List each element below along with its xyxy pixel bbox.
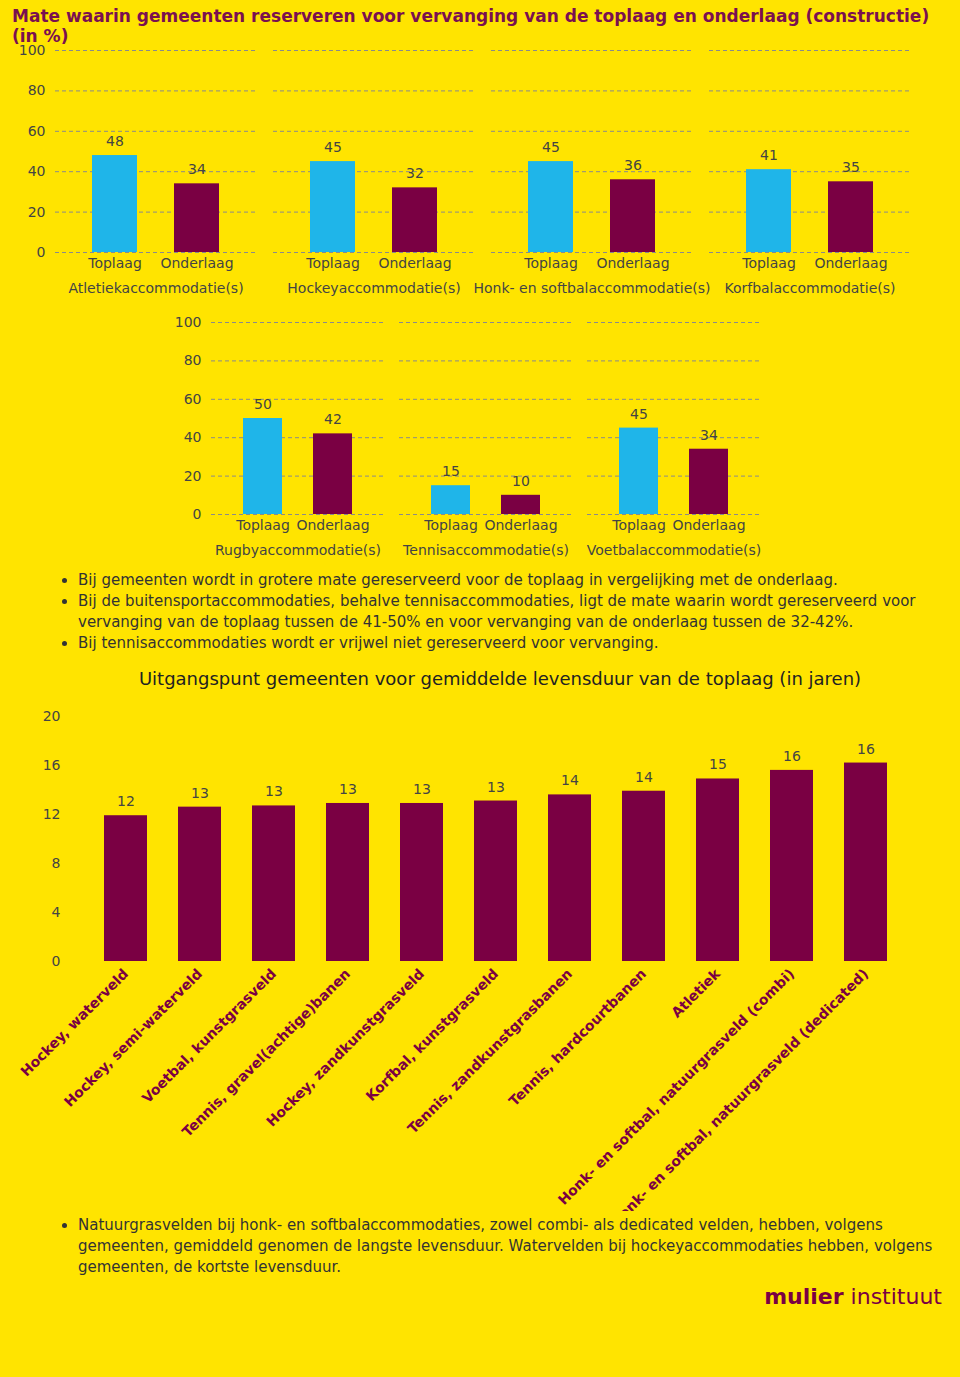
svg-text:Tennisaccommodatie(s): Tennisaccommodatie(s)	[402, 542, 569, 558]
svg-text:80: 80	[184, 352, 202, 368]
svg-text:Toplaag: Toplaag	[611, 517, 666, 533]
svg-text:41: 41	[760, 147, 778, 163]
svg-text:Atletiekaccommodatie(s): Atletiekaccommodatie(s)	[68, 280, 243, 296]
svg-text:Onderlaag: Onderlaag	[672, 517, 745, 533]
svg-text:13: 13	[487, 779, 505, 795]
svg-text:16: 16	[783, 748, 801, 764]
svg-text:13: 13	[413, 781, 431, 797]
html-text:Bij tennisaccommodaties wordt: Bij tennisaccommodaties wordt er vrijwel…	[78, 634, 659, 652]
svg-text:Onderlaag: Onderlaag	[296, 517, 369, 533]
svg-text:Voetbalaccommodatie(s): Voetbalaccommodatie(s)	[587, 542, 762, 558]
html-text:Bij gemeenten wordt in grotere: Bij gemeenten wordt in grotere mate gere…	[78, 571, 838, 589]
svg-text:Toplaag: Toplaag	[235, 517, 290, 533]
svg-text:0: 0	[37, 244, 46, 260]
svg-text:16: 16	[857, 741, 875, 757]
svg-text:Hockeyaccommodatie(s): Hockeyaccommodatie(s)	[287, 280, 460, 296]
svg-text:13: 13	[191, 785, 209, 801]
svg-text:15: 15	[709, 756, 727, 772]
svg-text:20: 20	[28, 204, 46, 220]
svg-text:48: 48	[106, 133, 124, 149]
svg-text:10: 10	[512, 473, 530, 489]
svg-text:Rugbyaccommodatie(s): Rugbyaccommodatie(s)	[215, 542, 381, 558]
svg-text:12: 12	[43, 806, 61, 822]
svg-text:Tennis, gravel(achtige)banen: Tennis, gravel(achtige)banen	[179, 965, 353, 1139]
svg-text:60: 60	[28, 123, 46, 139]
svg-text:Tennis, hardcourtbanen: Tennis, hardcourtbanen	[506, 965, 650, 1109]
svg-text:Onderlaag: Onderlaag	[484, 517, 557, 533]
svg-text:13: 13	[339, 781, 357, 797]
svg-text:20: 20	[184, 468, 202, 484]
svg-text:35: 35	[842, 159, 860, 175]
svg-text:Korfbalaccommodatie(s): Korfbalaccommodatie(s)	[724, 280, 895, 296]
svg-text:Toplaag: Toplaag	[87, 255, 142, 271]
svg-text:8: 8	[52, 855, 61, 871]
svg-text:Korfbal, kunstgrasveld: Korfbal, kunstgrasveld	[363, 965, 502, 1104]
svg-text:4: 4	[52, 904, 61, 920]
svg-text:40: 40	[184, 429, 202, 445]
svg-text:Onderlaag: Onderlaag	[378, 255, 451, 271]
svg-text:Hockey, zandkunstgrasveld: Hockey, zandkunstgrasveld	[263, 965, 427, 1129]
svg-text:0: 0	[193, 506, 202, 522]
svg-text:20: 20	[43, 708, 61, 724]
svg-text:45: 45	[542, 139, 560, 155]
svg-text:100: 100	[175, 314, 202, 330]
svg-text:Hockey, waterveld: Hockey, waterveld	[17, 965, 132, 1080]
svg-text:42: 42	[324, 411, 342, 427]
svg-text:Honk- en softbal, natuurgrasve: Honk- en softbal, natuurgrasveld (combi)	[554, 965, 798, 1208]
svg-text:45: 45	[630, 406, 648, 422]
svg-text:13: 13	[265, 783, 283, 799]
svg-text:Onderlaag: Onderlaag	[596, 255, 669, 271]
html-text:Natuurgrasvelden bij honk- en: Natuurgrasvelden bij honk- en softbalacc…	[78, 1216, 933, 1276]
svg-text:36: 36	[624, 157, 642, 173]
svg-text:34: 34	[188, 161, 206, 177]
html-text:Uitgangspunt gemeenten voor ge: Uitgangspunt gemeenten voor gemiddelde l…	[138, 668, 862, 689]
svg-text:16: 16	[43, 757, 61, 773]
svg-text:Voetbal, kunstgrasveld: Voetbal, kunstgrasveld	[139, 965, 280, 1106]
svg-text:Onderlaag: Onderlaag	[160, 255, 233, 271]
html-text:Mate waarin gemeenten reserver: Mate waarin gemeenten reserveren voor ve…	[12, 6, 930, 46]
svg-text:Honk- en softbalaccommodatie(s: Honk- en softbalaccommodatie(s)	[474, 280, 711, 296]
svg-text:14: 14	[635, 769, 653, 785]
svg-text:Atletiek: Atletiek	[668, 965, 724, 1021]
svg-text:60: 60	[184, 391, 202, 407]
svg-text:45: 45	[324, 139, 342, 155]
svg-text:80: 80	[28, 82, 46, 98]
svg-text:15: 15	[442, 463, 460, 479]
svg-text:Toplaag: Toplaag	[741, 255, 796, 271]
svg-text:14: 14	[561, 772, 579, 788]
svg-text:Toplaag: Toplaag	[305, 255, 360, 271]
svg-text:0: 0	[52, 953, 61, 969]
svg-text:Toplaag: Toplaag	[523, 255, 578, 271]
svg-text:40: 40	[28, 163, 46, 179]
svg-text:Onderlaag: Onderlaag	[814, 255, 887, 271]
svg-text:Hockey, semi-waterveld: Hockey, semi-waterveld	[61, 965, 205, 1109]
svg-text:32: 32	[406, 165, 424, 181]
svg-text:12: 12	[117, 793, 135, 809]
svg-text:100: 100	[19, 42, 46, 58]
svg-text:50: 50	[254, 396, 272, 412]
html-text:mulier instituut: mulier instituut	[764, 1284, 942, 1309]
svg-text:34: 34	[700, 427, 718, 443]
svg-text:Toplaag: Toplaag	[423, 517, 478, 533]
html-text:Bij de buitensportaccommodatie: Bij de buitensportaccommodaties, behalve…	[78, 592, 916, 631]
svg-text:Honk- en softbal, natuurgrasve: Honk- en softbal, natuurgrasveld (dedica…	[607, 965, 871, 1211]
svg-text:Tennis, zandkunstgrasbanen: Tennis, zandkunstgrasbanen	[404, 965, 575, 1136]
